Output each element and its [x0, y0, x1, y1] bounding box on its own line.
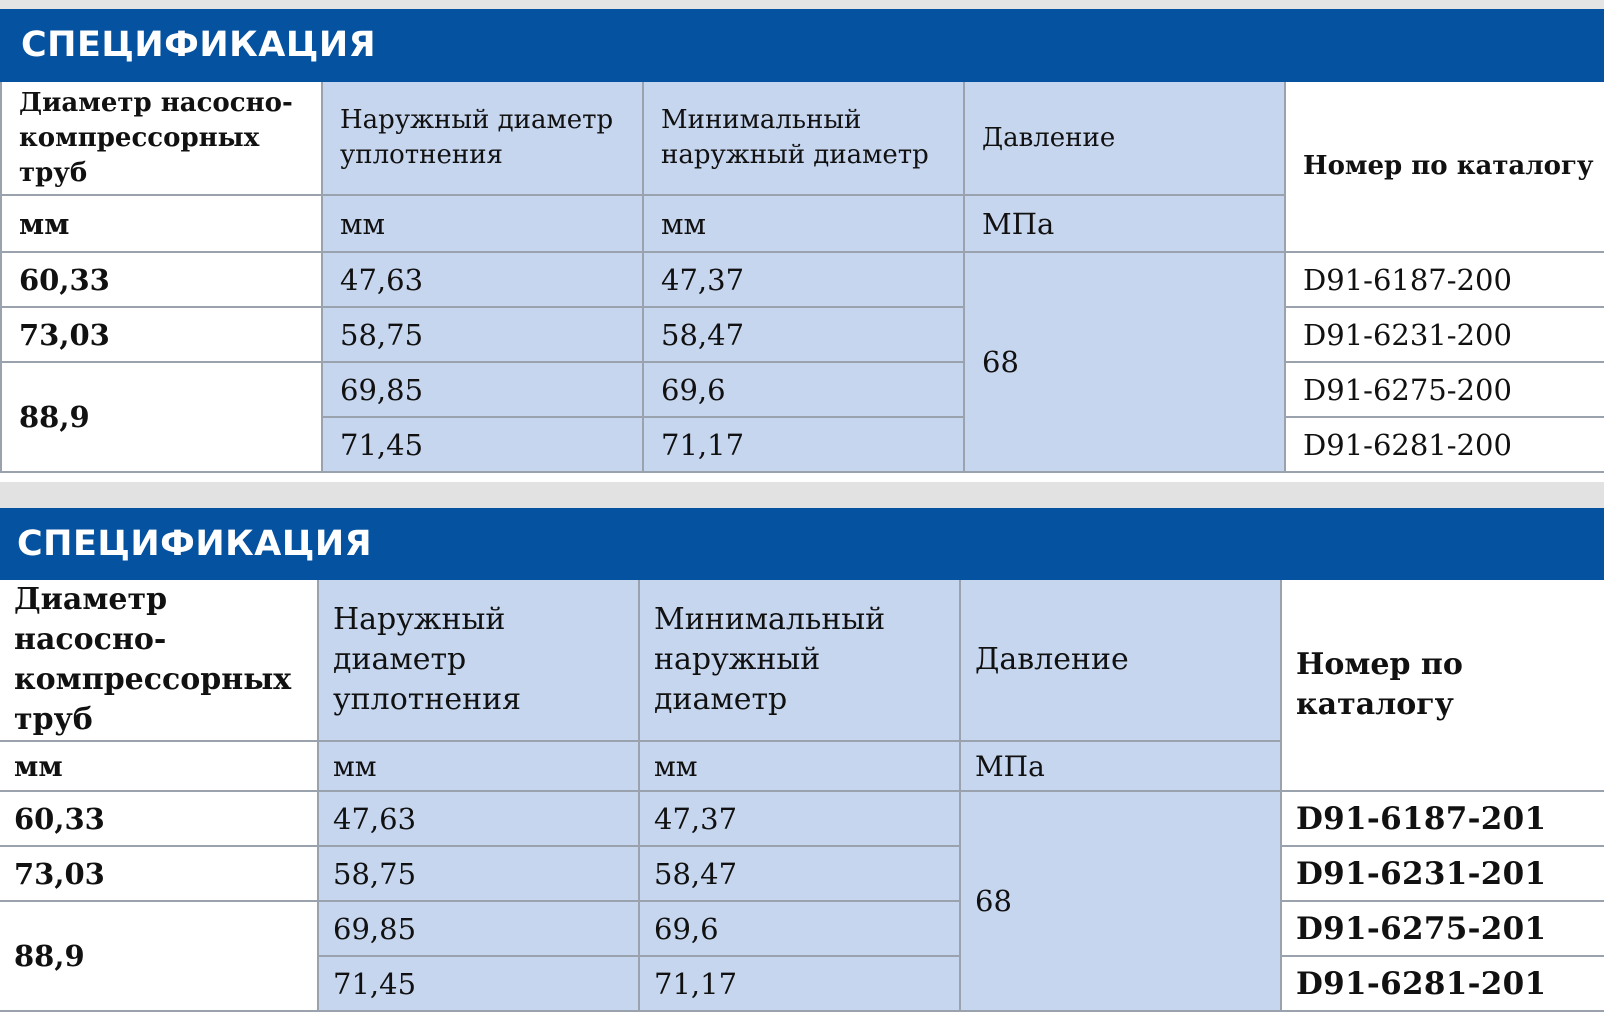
table-row: 73,03 58,75 58,47 D91-6231-201 [0, 846, 1604, 902]
section-title: СПЕЦИФИКАЦИЯ [0, 508, 1604, 580]
section-divider [0, 482, 1604, 508]
cell-min-od: 58,47 [639, 846, 961, 902]
unit-seal-od: мм [318, 741, 640, 792]
cell-seal-od: 69,85 [322, 362, 644, 418]
table-row: 88,9 69,85 69,6 D91-6275-200 [0, 362, 1604, 473]
cell-tubing: 73,03 [0, 846, 319, 902]
cell-min-od: 71,17 [643, 417, 965, 473]
unit-tubing: мм [0, 741, 319, 792]
header-row: Диаметр насосно-компрессорных труб Наруж… [0, 82, 1604, 253]
table-row: 71,45 71,17 D91-6281-200 [1, 417, 1604, 473]
header-seal-outer-diameter: Наружный диаметр уплотнения [318, 580, 640, 742]
header-min-outer-diameter: Минимальный наружный диаметр [639, 580, 961, 742]
cell-tubing: 88,9 [0, 362, 323, 473]
units-row: мм мм мм МПа [0, 741, 1604, 792]
cell-catalog: D91-6231-201 [1281, 846, 1604, 902]
cell-min-od: 71,17 [639, 956, 961, 1012]
spec-table: Диаметр насосно-компрессорных труб Наруж… [0, 82, 1604, 473]
unit-min-od: мм [639, 741, 961, 792]
cell-min-od: 47,37 [639, 791, 961, 847]
unit-pressure: МПа [964, 195, 1286, 253]
units-row: мм мм мм МПа [0, 195, 1604, 253]
unit-tubing: мм [0, 195, 323, 253]
cell-tubing: 88,9 [0, 901, 319, 1012]
cell-tubing: 60,33 [0, 252, 323, 308]
header-tubing-diameter: Диаметр насосно-компрессорных труб [0, 82, 323, 196]
cell-catalog: D91-6275-200 [1285, 362, 1604, 418]
header-seal-outer-diameter: Наружный диаметр уплотнения [322, 82, 644, 196]
unit-seal-od: мм [322, 195, 644, 253]
header-pressure: Давление [960, 580, 1282, 742]
cell-catalog: D91-6275-201 [1281, 901, 1604, 957]
header-catalog-number: Номер по каталогу [1285, 82, 1604, 253]
spec-section-2: СПЕЦИФИКАЦИЯ Диаметр насосно-компрессорн… [0, 508, 1604, 1012]
cell-seal-od: 71,45 [318, 956, 640, 1012]
cell-seal-od: 47,63 [322, 252, 644, 308]
header-tubing-diameter: Диаметр насосно-компрессорных труб [0, 580, 319, 742]
cell-catalog: D91-6187-201 [1281, 791, 1604, 847]
cell-seal-od: 69,85 [318, 901, 640, 957]
cell-min-od: 69,6 [639, 901, 961, 957]
cell-pressure: 68 [960, 791, 1282, 1012]
cell-pressure: 68 [964, 252, 1286, 473]
cell-min-od: 58,47 [643, 307, 965, 363]
section-title: СПЕЦИФИКАЦИЯ [0, 9, 1604, 82]
cell-catalog: D91-6187-200 [1285, 252, 1604, 308]
cell-catalog: D91-6281-201 [1281, 956, 1604, 1012]
cell-seal-od: 47,63 [318, 791, 640, 847]
header-min-outer-diameter: Минимальный наружный диаметр [643, 82, 965, 196]
unit-min-od: мм [643, 195, 965, 253]
cell-seal-od: 58,75 [318, 846, 640, 902]
header-catalog-number: Номер по каталогу [1281, 580, 1604, 792]
table-row: 60,33 47,63 47,37 68 D91-6187-200 [0, 252, 1604, 473]
cell-min-od: 47,37 [643, 252, 965, 308]
cell-seal-od: 71,45 [322, 417, 644, 473]
unit-pressure: МПа [960, 741, 1282, 792]
cell-tubing: 73,03 [0, 307, 323, 363]
cell-seal-od: 58,75 [322, 307, 644, 363]
cell-min-od: 69,6 [643, 362, 965, 418]
cell-tubing: 60,33 [0, 791, 319, 847]
header-row: Диаметр насосно-компрессорных труб Наруж… [0, 580, 1604, 792]
top-divider [0, 0, 1604, 9]
cell-catalog: D91-6281-200 [1285, 417, 1604, 473]
header-pressure: Давление [964, 82, 1286, 196]
table-row: 60,33 47,63 47,37 68 D91-6187-201 [0, 791, 1604, 1012]
spec-section-1: СПЕЦИФИКАЦИЯ Диаметр насосно-компрессорн… [0, 9, 1604, 473]
spec-table: Диаметр насосно-компрессорных труб Наруж… [0, 580, 1604, 1012]
table-row: 88,9 69,85 69,6 D91-6275-201 [0, 901, 1604, 1012]
table-row: 73,03 58,75 58,47 D91-6231-200 [0, 307, 1604, 363]
cell-catalog: D91-6231-200 [1285, 307, 1604, 363]
